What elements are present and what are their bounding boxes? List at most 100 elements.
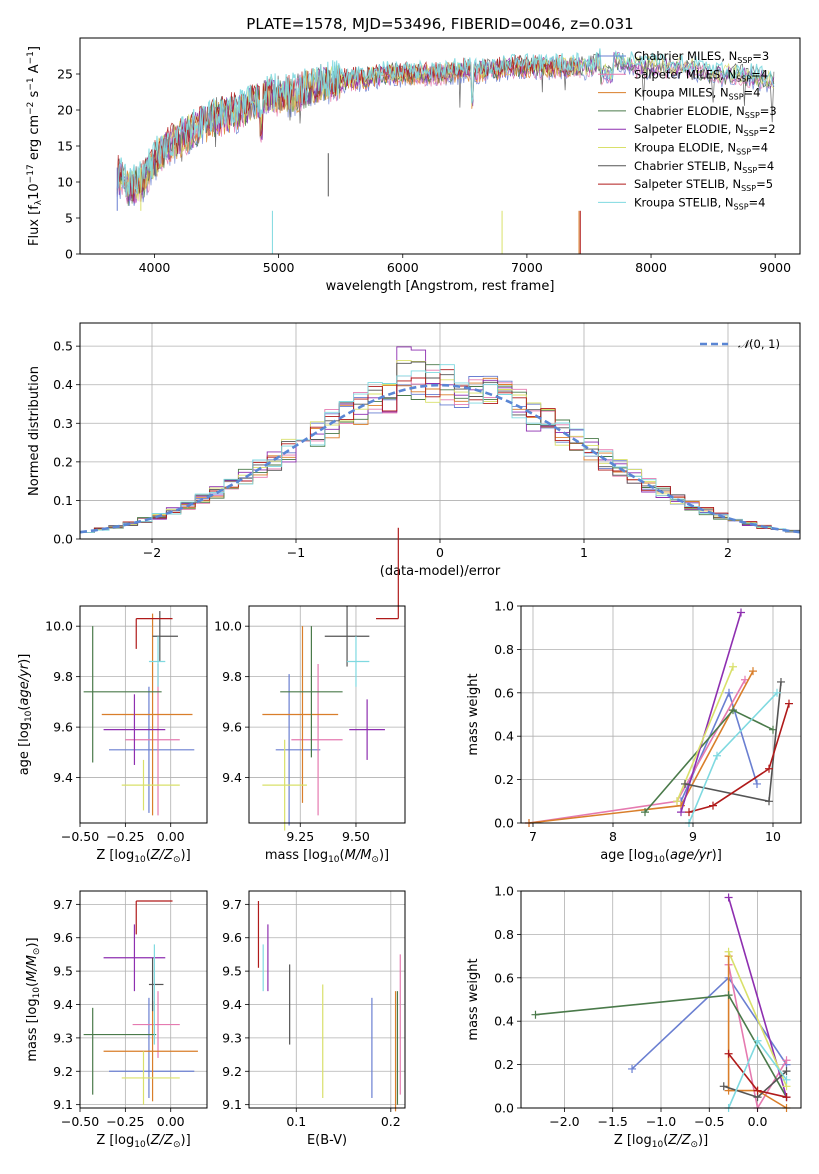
x-axis-label: Z [log10(Z/Z⊙)] xyxy=(96,848,190,865)
label-part: Flux [f xyxy=(27,205,42,246)
plot-area xyxy=(84,611,195,815)
label-part: mass [log xyxy=(25,998,40,1061)
label-part: )] xyxy=(25,937,40,947)
legend-text: Salpeter MILES, N xyxy=(634,67,736,81)
legend-value: =4 xyxy=(751,141,768,155)
legend-text: Kroupa ELODIE, N xyxy=(634,141,736,155)
x-tick-label: 10 xyxy=(765,829,781,844)
label-part: −1 xyxy=(26,77,36,90)
x-tick-label: 0.00 xyxy=(157,829,185,844)
y-tick-label: 9.5 xyxy=(222,964,242,979)
x-axis-label: Z [log10(Z/Z⊙)] xyxy=(96,1133,190,1150)
x-tick-label: −0.50 xyxy=(61,1114,99,1129)
y-tick-label: 0.1 xyxy=(53,493,73,508)
x-tick-label: −0.25 xyxy=(106,829,144,844)
label-part: )] xyxy=(379,848,389,863)
label-part: Z/Z xyxy=(667,1133,691,1148)
y-tick-label: 0.5 xyxy=(53,339,73,354)
legend-text: Chabrier MILES, N xyxy=(634,49,737,63)
legend-sub: SSP xyxy=(745,111,760,120)
y-tick-label: 9.1 xyxy=(53,1097,73,1112)
legend-text: Kroupa STELIB, N xyxy=(634,195,734,209)
y-tick-label: 0.8 xyxy=(494,642,514,657)
mw-age-marker xyxy=(749,667,757,675)
legend-sub: SSP xyxy=(729,93,744,102)
plot-area xyxy=(525,609,793,827)
y-tick-label: 0.0 xyxy=(494,1101,514,1116)
mw-age-marker xyxy=(737,609,745,617)
y-tick-label: 20 xyxy=(57,103,73,118)
mw-z-marker xyxy=(725,948,733,956)
x-tick-label: 6000 xyxy=(387,260,419,275)
y-tick-label: 9.6 xyxy=(53,720,73,735)
label-part: 10 xyxy=(653,855,665,865)
y-tick-label: 10.0 xyxy=(45,619,73,634)
legend-value: =4 xyxy=(744,86,761,100)
legend-sub: SSP xyxy=(734,202,749,211)
plot-area xyxy=(258,901,400,1111)
label-part: 10 xyxy=(134,855,146,865)
mw-age-series-2 xyxy=(529,671,753,823)
y-tick-label: 9.6 xyxy=(222,720,242,735)
label-part: age [log xyxy=(600,848,653,863)
mw-z-marker xyxy=(531,1011,539,1019)
y-tick-label: 0.4 xyxy=(494,1014,514,1029)
mw-age-marker xyxy=(677,808,685,816)
y-axis-label: mass [log10(M/M⊙)] xyxy=(25,937,42,1061)
label-part: 10 xyxy=(27,183,42,200)
x-axis-label: Z [log10(Z/Z⊙)] xyxy=(614,1133,708,1150)
label-part: age [log xyxy=(17,722,32,775)
label-part: ⊙ xyxy=(690,1140,698,1150)
x-axis-label: mass [log10(M/M⊙)] xyxy=(265,848,389,865)
label-part: s xyxy=(27,90,42,101)
label-part: ⊙ xyxy=(173,1140,181,1150)
label-part: 10 xyxy=(328,855,340,865)
y-tick-label: 5 xyxy=(65,211,73,226)
legend-value: =4 xyxy=(749,195,766,209)
y-tick-label: 0.8 xyxy=(494,927,514,942)
label-part: 10 xyxy=(134,1140,146,1150)
mw-age-marker xyxy=(785,700,793,708)
x-tick-label: −0.50 xyxy=(61,829,99,844)
legend-label: Chabrier ELODIE, NSSP=3 xyxy=(634,104,777,120)
legend-text: Salpeter ELODIE, N xyxy=(634,122,744,136)
legend-value: =5 xyxy=(756,177,773,191)
y-tick-label: 9.8 xyxy=(53,669,73,684)
y-tick-label: 9.4 xyxy=(53,997,73,1012)
mw-age-marker xyxy=(765,797,773,805)
legend-label: 𝒩(0, 1) xyxy=(738,337,780,351)
y-tick-label: 0.0 xyxy=(53,532,73,547)
label-part: erg cm xyxy=(27,115,42,164)
y-tick-label: 15 xyxy=(57,139,73,154)
label-part: age/yr xyxy=(17,662,32,705)
y-axis-label: mass weight xyxy=(466,958,481,1040)
y-axis-label: mass weight xyxy=(466,673,481,755)
legend-sub: SSP xyxy=(737,56,752,65)
legend-sub: SSP xyxy=(741,184,756,193)
y-tick-label: 9.4 xyxy=(222,997,242,1012)
x-tick-label: 0.2 xyxy=(381,1114,401,1129)
y-tick-label: 10 xyxy=(57,175,73,190)
mw-z-marker xyxy=(783,1093,791,1101)
x-tick-label: 2 xyxy=(724,545,732,560)
y-tick-label: 1.0 xyxy=(494,599,514,614)
x-tick-label: 4000 xyxy=(139,260,171,275)
x-tick-label: 8 xyxy=(609,829,617,844)
x-axis-label: wavelength [Angstrom, rest frame] xyxy=(326,279,555,294)
legend-sub: SSP xyxy=(742,166,757,175)
legend-label: Kroupa STELIB, NSSP=4 xyxy=(634,195,765,211)
y-tick-label: 9.8 xyxy=(222,669,242,684)
x-tick-label: 7000 xyxy=(511,260,543,275)
y-tick-label: 25 xyxy=(57,67,73,82)
legend-value: =4 xyxy=(757,159,774,173)
x-tick-label: −2 xyxy=(143,545,161,560)
x-tick-label: 0.1 xyxy=(286,1114,306,1129)
label-part: −2 xyxy=(26,102,36,115)
label-part: −1 xyxy=(26,51,36,64)
label-part: −17 xyxy=(26,164,36,183)
label-part: Z [log xyxy=(96,848,134,863)
label-part: 10 xyxy=(32,987,42,999)
